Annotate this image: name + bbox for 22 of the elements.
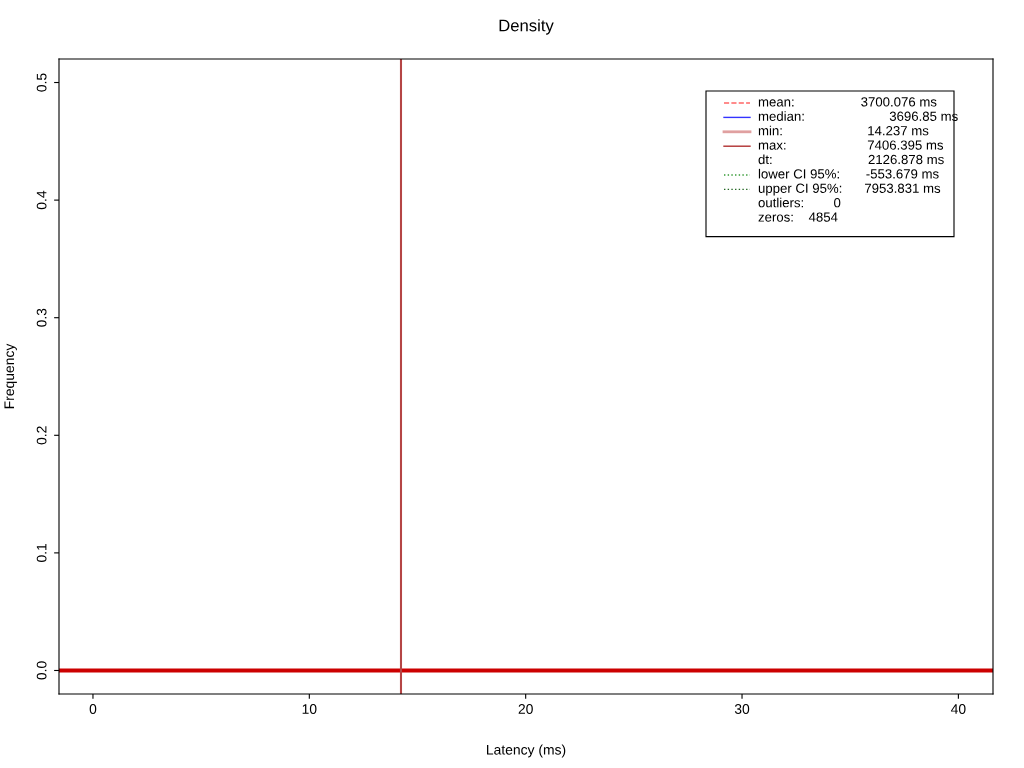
annotation: outliers: 0: [758, 197, 841, 208]
y-tick-label: 0.1: [36, 543, 47, 562]
x-tick-label: 40: [950, 704, 966, 714]
y-tick-label: 0.5: [36, 73, 47, 92]
annotation: lower CI 95%: -553.679 ms: [758, 168, 939, 179]
chart-title: Density: [499, 19, 554, 35]
y-axis-title: Frequency: [4, 343, 17, 409]
annotation: mean: 3700.076 ms: [758, 97, 937, 107]
annotation: zeros: 4854: [758, 212, 838, 222]
annotation: min: 14.237 ms: [758, 125, 929, 136]
y-tick-label: 0.3: [36, 308, 47, 327]
x-tick-label: 10: [302, 704, 317, 714]
annotation: upper CI 95%: 7953.831 ms: [758, 183, 941, 196]
x-tick-label: 30: [734, 704, 750, 714]
x-axis-title: Latency (ms): [487, 744, 566, 758]
x-tick-label: 0: [89, 704, 97, 714]
y-tick-label: 0.4: [36, 190, 47, 210]
y-tick-label: 0.0: [36, 661, 47, 680]
y-tick-label: 0.2: [36, 426, 47, 445]
x-tick-label: 20: [518, 704, 533, 714]
annotation: dt: 2126.878 ms: [758, 154, 944, 165]
annotation: max: 7406.395 ms: [758, 140, 944, 150]
